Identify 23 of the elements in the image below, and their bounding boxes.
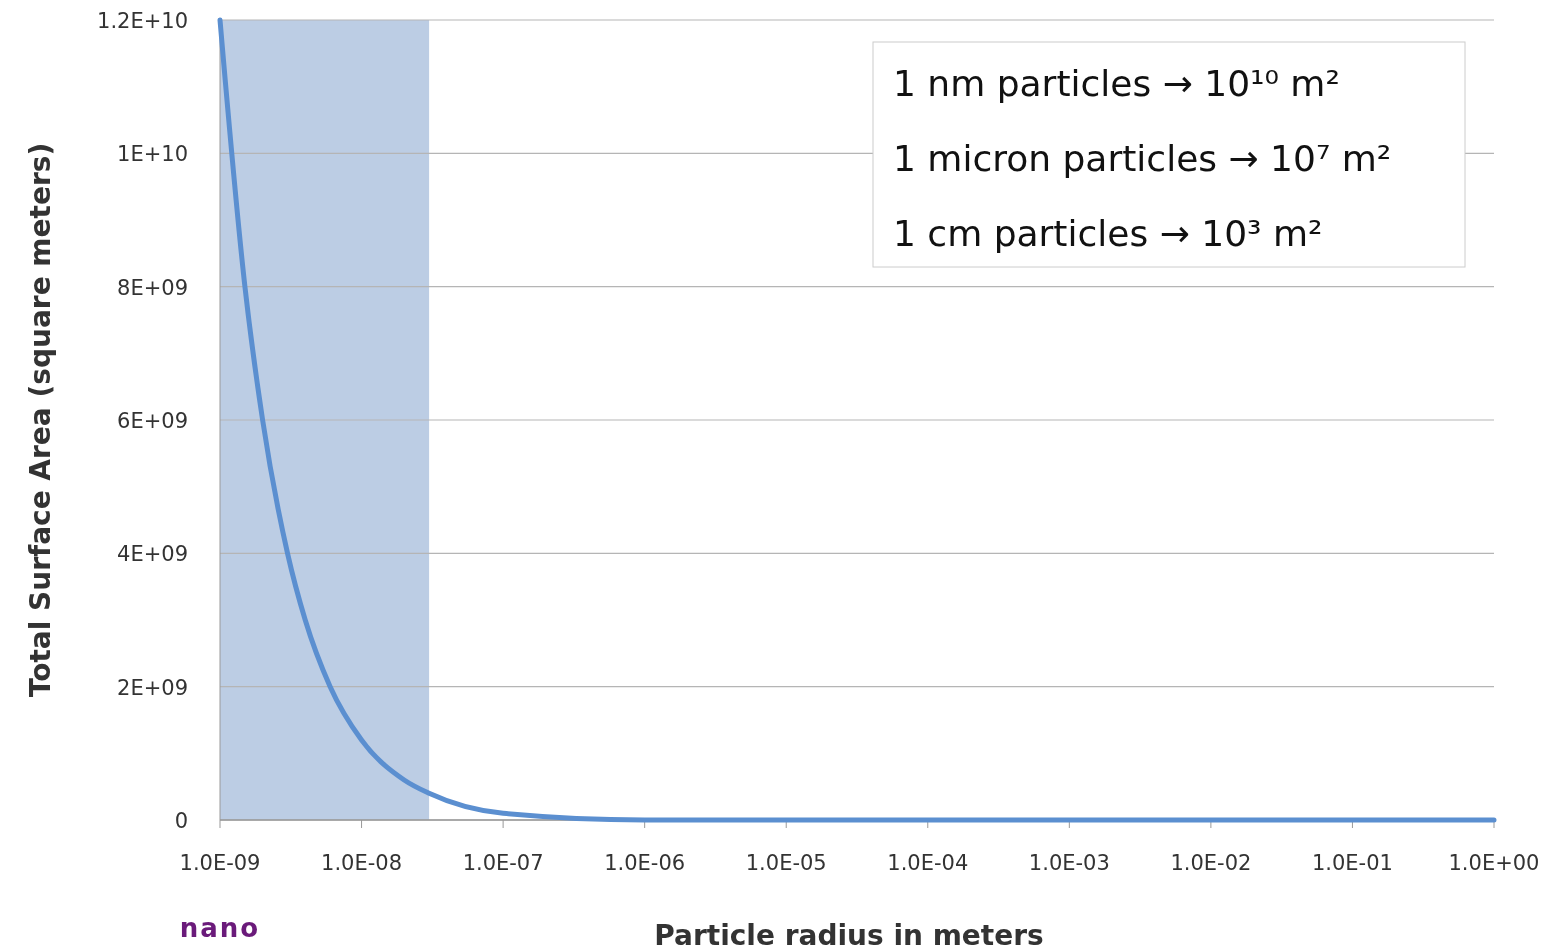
x-tick-label: 1.0E-06 — [604, 851, 686, 875]
annotation: 1 nm particles → 10¹⁰ m² — [893, 63, 1340, 104]
y-axis-title: Total Surface Area (square meters) — [24, 142, 57, 698]
y-tick-label: 4E+09 — [117, 542, 188, 567]
x-tick-label: 1.0E-04 — [887, 851, 969, 875]
annotation: 1 cm particles → 10³ m² — [893, 213, 1323, 254]
y-tick-label: 6E+09 — [117, 409, 188, 433]
y-tick-label: 1E+10 — [117, 142, 188, 167]
x-tick-label: 1.0E-02 — [1170, 851, 1252, 875]
annotation: 1 micron particles → 10⁷ m² — [893, 138, 1392, 179]
x-tick-label: 1.0E-08 — [321, 851, 403, 875]
y-tick-label: 8E+09 — [117, 275, 188, 300]
y-tick-label: 0 — [174, 809, 188, 833]
x-tick-label: 1.0E-05 — [745, 851, 827, 875]
text: nano — [179, 913, 261, 943]
x-tick-label: 1.0E-07 — [462, 851, 544, 875]
x-tick-label: 1.0E+00 — [1448, 851, 1540, 875]
y-tick-label: 2E+09 — [117, 675, 188, 700]
x-tick-label: 1.0E-09 — [179, 851, 261, 875]
y-tick-label: 1.2E+10 — [97, 9, 188, 33]
x-tick-label: 1.0E-01 — [1311, 851, 1393, 875]
x-tick-label: 1.0E-03 — [1028, 851, 1110, 875]
x-axis-title: Particle radius in meters — [654, 919, 1044, 952]
